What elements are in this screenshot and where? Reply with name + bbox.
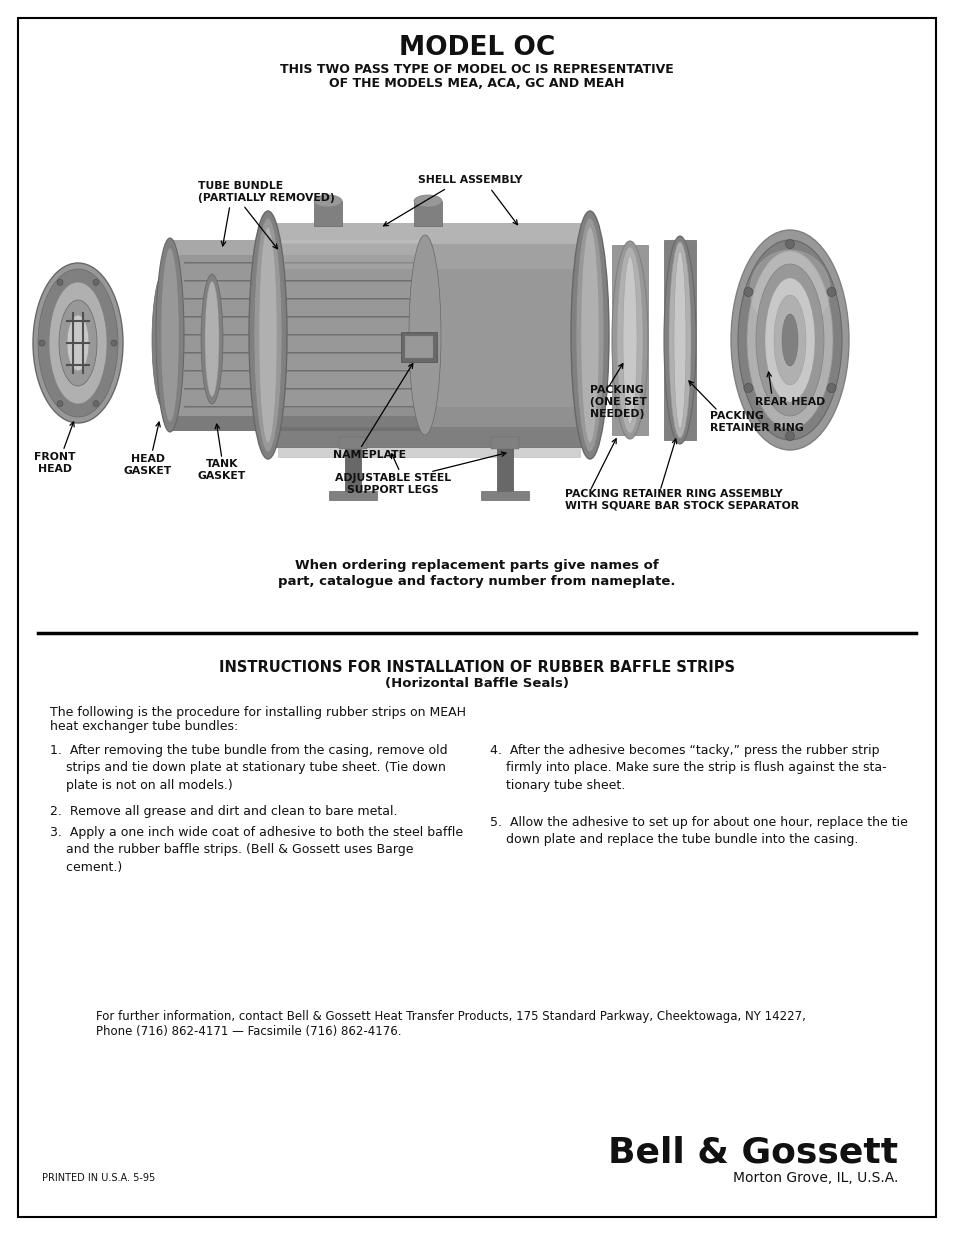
Text: PACKING
RETAINER RING: PACKING RETAINER RING <box>709 411 803 432</box>
Bar <box>480 492 529 500</box>
Text: heat exchanger tube bundles:: heat exchanger tube bundles: <box>50 720 238 734</box>
Ellipse shape <box>414 195 441 207</box>
Ellipse shape <box>781 314 797 366</box>
Text: Morton Grove, IL, U.S.A.: Morton Grove, IL, U.S.A. <box>732 1171 897 1186</box>
Text: REAR HEAD: REAR HEAD <box>754 396 824 408</box>
Text: Bell & Gossett: Bell & Gossett <box>607 1136 897 1170</box>
Bar <box>329 492 376 500</box>
Ellipse shape <box>746 251 832 429</box>
Ellipse shape <box>111 340 117 346</box>
Ellipse shape <box>668 242 690 438</box>
Bar <box>414 201 441 226</box>
Bar <box>338 437 367 450</box>
Text: The following is the procedure for installing rubber strips on MEAH: The following is the procedure for insta… <box>50 706 465 719</box>
Bar <box>268 224 589 447</box>
Ellipse shape <box>156 278 173 403</box>
Ellipse shape <box>258 227 276 443</box>
Text: PACKING RETAINER RING ASSEMBLY
WITH SQUARE BAR STOCK SEPARATOR: PACKING RETAINER RING ASSEMBLY WITH SQUA… <box>564 489 799 511</box>
Ellipse shape <box>738 240 841 440</box>
Ellipse shape <box>826 384 835 393</box>
Text: 3.  Apply a one inch wide coat of adhesive to both the steel baffle
    and the : 3. Apply a one inch wide coat of adhesiv… <box>50 826 462 874</box>
Ellipse shape <box>784 431 794 441</box>
Ellipse shape <box>57 400 63 406</box>
Text: THIS TWO PASS TYPE OF MODEL OC IS REPRESENTATIVE: THIS TWO PASS TYPE OF MODEL OC IS REPRES… <box>280 63 673 75</box>
Ellipse shape <box>156 238 184 432</box>
Bar <box>268 243 589 268</box>
Ellipse shape <box>38 269 118 417</box>
Ellipse shape <box>749 249 829 330</box>
Ellipse shape <box>161 248 179 422</box>
Ellipse shape <box>205 282 219 396</box>
Bar <box>497 442 513 494</box>
Text: 1.  After removing the tube bundle from the casing, remove old
    strips and ti: 1. After removing the tube bundle from t… <box>50 743 447 792</box>
Text: FRONT
HEAD: FRONT HEAD <box>34 452 75 474</box>
Text: MODEL OC: MODEL OC <box>398 35 555 61</box>
Ellipse shape <box>663 236 696 445</box>
Ellipse shape <box>617 247 642 433</box>
Ellipse shape <box>92 279 99 285</box>
Ellipse shape <box>826 288 835 296</box>
Ellipse shape <box>571 211 608 459</box>
Ellipse shape <box>59 300 97 387</box>
Ellipse shape <box>743 384 752 393</box>
Bar <box>268 408 589 427</box>
Text: OF THE MODELS MEA, ACA, GC AND MEAH: OF THE MODELS MEA, ACA, GC AND MEAH <box>329 77 624 89</box>
Ellipse shape <box>67 315 89 370</box>
Text: Phone (716) 862-4171 — Facsimile (716) 862-4176.: Phone (716) 862-4171 — Facsimile (716) 8… <box>96 1025 401 1037</box>
Ellipse shape <box>201 274 223 404</box>
Bar <box>170 416 424 430</box>
Bar <box>268 427 589 447</box>
Text: ADJUSTABLE STEEL
SUPPORT LEGS: ADJUSTABLE STEEL SUPPORT LEGS <box>335 473 451 495</box>
Text: INSTRUCTIONS FOR INSTALLATION OF RUBBER BAFFLE STRIPS: INSTRUCTIONS FOR INSTALLATION OF RUBBER … <box>219 661 734 676</box>
Bar <box>663 240 696 440</box>
Ellipse shape <box>92 400 99 406</box>
Bar <box>400 332 436 362</box>
Ellipse shape <box>314 195 341 207</box>
Bar <box>345 442 360 494</box>
Text: For further information, contact Bell & Gossett Heat Transfer Products, 175 Stan: For further information, contact Bell & … <box>96 1010 805 1023</box>
Bar <box>314 201 341 226</box>
Bar <box>170 240 424 254</box>
Ellipse shape <box>152 270 178 410</box>
Text: 2.  Remove all grease and dirt and clean to bare metal.: 2. Remove all grease and dirt and clean … <box>50 805 397 818</box>
Ellipse shape <box>49 282 107 404</box>
Bar <box>170 240 424 430</box>
Bar <box>268 224 589 243</box>
Text: SHELL ASSEMBLY: SHELL ASSEMBLY <box>417 175 522 185</box>
Ellipse shape <box>576 219 603 452</box>
Bar <box>405 336 433 358</box>
Bar <box>612 245 647 435</box>
Ellipse shape <box>784 240 794 248</box>
Ellipse shape <box>253 219 282 452</box>
Text: TUBE BUNDLE
(PARTIALLY REMOVED): TUBE BUNDLE (PARTIALLY REMOVED) <box>198 182 335 203</box>
Ellipse shape <box>39 340 45 346</box>
Ellipse shape <box>755 264 823 416</box>
Ellipse shape <box>622 256 637 424</box>
Text: NAMEPLATE: NAMEPLATE <box>333 450 406 459</box>
Text: PRINTED IN U.S.A. 5-95: PRINTED IN U.S.A. 5-95 <box>42 1173 155 1183</box>
Ellipse shape <box>409 235 440 435</box>
Ellipse shape <box>730 230 848 450</box>
Ellipse shape <box>673 251 685 429</box>
Ellipse shape <box>580 227 598 443</box>
Text: (Horizontal Baffle Seals): (Horizontal Baffle Seals) <box>385 678 568 690</box>
Text: part, catalogue and factory number from nameplate.: part, catalogue and factory number from … <box>278 574 675 588</box>
Ellipse shape <box>764 278 814 403</box>
Bar <box>491 437 518 450</box>
Text: 5.  Allow the adhesive to set up for about one hour, replace the tie
    down pl: 5. Allow the adhesive to set up for abou… <box>490 816 907 846</box>
Text: 4.  After the adhesive becomes “tacky,” press the rubber strip
    firmly into p: 4. After the adhesive becomes “tacky,” p… <box>490 743 885 792</box>
Ellipse shape <box>612 241 647 438</box>
Text: When ordering replacement parts give names of: When ordering replacement parts give nam… <box>294 558 659 572</box>
Ellipse shape <box>773 295 805 385</box>
Text: HEAD
GASKET: HEAD GASKET <box>124 454 172 475</box>
Ellipse shape <box>160 287 170 394</box>
Text: PACKING
(ONE SET
NEEDED): PACKING (ONE SET NEEDED) <box>589 385 646 419</box>
Ellipse shape <box>249 211 287 459</box>
Ellipse shape <box>33 263 123 424</box>
Text: TANK
GASKET: TANK GASKET <box>197 459 246 480</box>
Bar <box>277 445 579 457</box>
Ellipse shape <box>57 279 63 285</box>
Ellipse shape <box>743 288 752 296</box>
